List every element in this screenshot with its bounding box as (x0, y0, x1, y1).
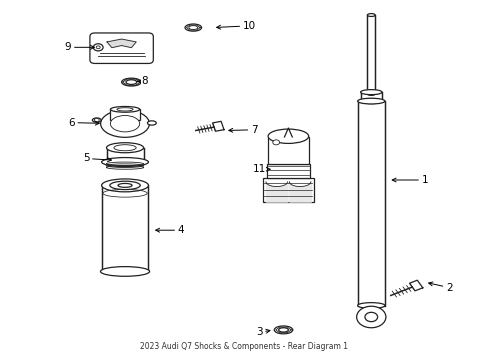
FancyBboxPatch shape (266, 164, 309, 178)
Text: 3: 3 (255, 327, 269, 337)
Ellipse shape (357, 303, 384, 309)
FancyBboxPatch shape (267, 137, 308, 164)
Ellipse shape (102, 158, 148, 167)
Text: 6: 6 (68, 118, 99, 128)
Text: 9: 9 (64, 42, 94, 52)
FancyBboxPatch shape (90, 33, 153, 63)
Text: 5: 5 (82, 153, 111, 163)
Ellipse shape (118, 184, 132, 187)
Ellipse shape (278, 328, 288, 332)
Ellipse shape (110, 116, 140, 132)
Circle shape (356, 306, 385, 328)
FancyBboxPatch shape (106, 148, 143, 162)
Polygon shape (212, 121, 224, 131)
Ellipse shape (102, 179, 148, 192)
Text: 2023 Audi Q7 Shocks & Components - Rear Diagram 1: 2023 Audi Q7 Shocks & Components - Rear … (140, 342, 348, 351)
Ellipse shape (357, 98, 384, 104)
Text: 1: 1 (391, 175, 427, 185)
Text: 11: 11 (252, 164, 269, 174)
Text: 2: 2 (428, 282, 452, 293)
Ellipse shape (184, 24, 201, 31)
Polygon shape (107, 39, 136, 48)
Ellipse shape (122, 78, 141, 86)
Circle shape (94, 118, 99, 122)
Ellipse shape (117, 108, 133, 111)
Ellipse shape (110, 181, 140, 190)
Text: 10: 10 (216, 21, 255, 31)
Ellipse shape (360, 99, 381, 104)
Ellipse shape (360, 90, 381, 95)
Text: 4: 4 (155, 225, 184, 235)
Ellipse shape (106, 143, 143, 153)
FancyBboxPatch shape (102, 185, 148, 271)
Circle shape (93, 44, 103, 51)
Ellipse shape (100, 267, 149, 276)
Ellipse shape (114, 145, 136, 151)
Ellipse shape (366, 93, 374, 95)
Ellipse shape (92, 118, 101, 122)
Ellipse shape (274, 326, 292, 334)
Ellipse shape (267, 129, 308, 143)
FancyBboxPatch shape (357, 101, 384, 306)
Ellipse shape (147, 121, 156, 125)
Ellipse shape (366, 14, 374, 17)
Ellipse shape (126, 80, 137, 85)
Ellipse shape (110, 107, 140, 112)
Text: 7: 7 (228, 125, 257, 135)
FancyBboxPatch shape (110, 109, 140, 120)
Circle shape (364, 312, 377, 321)
Circle shape (272, 140, 279, 145)
Ellipse shape (101, 110, 149, 137)
FancyBboxPatch shape (366, 15, 374, 94)
Text: 8: 8 (138, 76, 147, 86)
FancyBboxPatch shape (263, 178, 313, 202)
Polygon shape (409, 280, 422, 291)
Ellipse shape (188, 26, 197, 30)
FancyBboxPatch shape (360, 92, 381, 101)
Circle shape (96, 46, 100, 49)
FancyBboxPatch shape (363, 306, 378, 317)
